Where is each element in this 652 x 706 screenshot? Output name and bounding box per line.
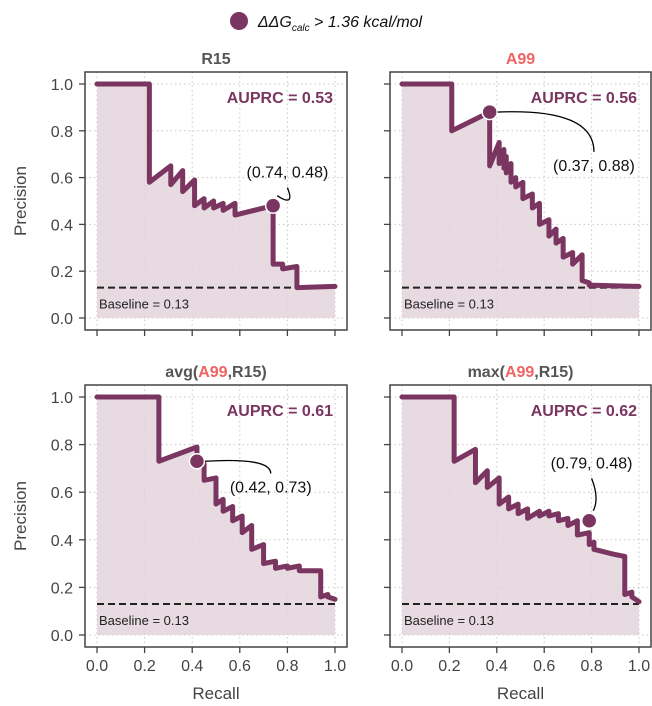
panel-title: A99 <box>506 51 535 68</box>
panel-title-part: A99 <box>506 51 535 68</box>
panel-3: Baseline = 0.13 (0.42, 0.73) AUPRC = 0.61 0… <box>11 364 348 703</box>
annotation-arrow <box>497 111 595 152</box>
pr-area <box>97 397 335 635</box>
panel-2: Baseline = 0.13 (0.37, 0.88) AUPRC = 0.56 A… <box>384 51 652 336</box>
x-tick-label: 0.0 <box>86 658 108 675</box>
baseline-label: Baseline = 0.13 <box>404 297 494 312</box>
y-tick-label: 1.0 <box>51 77 73 94</box>
threshold-point <box>188 453 206 470</box>
panel-4: Baseline = 0.13 (0.79, 0.48) AUPRC = 0.62 0… <box>384 364 652 703</box>
baseline-label: Baseline = 0.13 <box>99 613 189 628</box>
auprc-label: AUPRC = 0.56 <box>531 90 637 107</box>
panel-title-part: R15 <box>201 51 230 68</box>
legend-label-suffix: > 1.36 kcal/mol <box>309 14 423 31</box>
pr-curve <box>399 81 642 289</box>
y-tick-label: 0.8 <box>51 438 73 455</box>
x-axis-label: Recall <box>497 684 544 703</box>
x-tick-label: 1.0 <box>324 658 346 675</box>
annotation-label: (0.79, 0.48) <box>551 455 633 472</box>
axes-frame <box>389 384 652 648</box>
y-axis-label: Precision <box>11 166 30 236</box>
annotation-label: (0.74, 0.48) <box>246 165 328 182</box>
annotation-arrow <box>204 459 272 474</box>
auprc-label: AUPRC = 0.62 <box>531 403 637 420</box>
legend-label-subscript: calc <box>291 23 310 34</box>
panel-title: avg(A99,R15) <box>165 364 266 381</box>
x-tick-label: 0.8 <box>276 658 298 675</box>
legend-marker <box>229 12 248 30</box>
auprc-label: AUPRC = 0.61 <box>227 403 333 420</box>
pr-area <box>402 84 639 318</box>
annotation-label: (0.37, 0.88) <box>553 158 635 175</box>
y-tick-label: 0.8 <box>51 124 73 141</box>
pr-area <box>402 397 639 635</box>
legend-label-prefix: ΔΔG <box>257 14 292 31</box>
legend: ΔΔGcalc > 1.36 kcal/mol <box>0 12 652 34</box>
threshold-point <box>481 103 498 121</box>
pr-curve <box>399 394 642 605</box>
pr-area <box>97 84 335 318</box>
x-tick-label: 0.8 <box>580 658 602 675</box>
y-tick-label: 1.0 <box>51 390 73 407</box>
panel-title-part: avg( <box>165 364 199 381</box>
y-tick-label: 0.0 <box>51 628 73 645</box>
x-tick-label: 1.0 <box>628 658 650 675</box>
x-tick-label: 0.2 <box>438 658 460 675</box>
legend-label: ΔΔGcalc > 1.36 kcal/mol <box>257 14 423 34</box>
x-tick-label: 0.4 <box>486 658 508 675</box>
x-tick-label: 0.0 <box>391 658 413 675</box>
baseline-label: Baseline = 0.13 <box>99 297 189 312</box>
y-tick-label: 0.2 <box>51 264 73 281</box>
y-tick-label: 0.2 <box>51 580 73 597</box>
panel-title-part: ,R15) <box>228 364 267 381</box>
panel-1: Baseline = 0.13 (0.74, 0.48) AUPRC = 0.53 0… <box>11 51 348 336</box>
panel-title: R15 <box>201 51 230 68</box>
auprc-label: AUPRC = 0.53 <box>227 90 333 107</box>
annotation-arrow <box>276 187 291 201</box>
y-tick-label: 0.4 <box>51 533 73 550</box>
y-tick-label: 0.0 <box>51 311 73 328</box>
y-tick-label: 0.6 <box>51 171 73 188</box>
panel-title-part: max( <box>468 364 506 381</box>
y-tick-label: 0.4 <box>51 217 73 234</box>
panel-title-part: A99 <box>505 364 534 381</box>
x-axis-label: Recall <box>192 684 239 703</box>
x-tick-label: 0.6 <box>533 658 555 675</box>
annotation-arrow <box>590 478 597 512</box>
y-axis-label: Precision <box>11 481 30 551</box>
axes-frame <box>84 384 348 648</box>
panel-title-part: A99 <box>198 364 227 381</box>
x-tick-label: 0.2 <box>133 658 155 675</box>
annotation-label: (0.42, 0.73) <box>230 479 312 496</box>
x-tick-label: 0.6 <box>229 658 251 675</box>
threshold-point <box>264 197 282 214</box>
threshold-point <box>580 512 598 530</box>
y-tick-label: 0.6 <box>51 485 73 502</box>
axes-frame <box>389 71 652 331</box>
panel-title-part: ,R15) <box>534 364 573 381</box>
baseline-label: Baseline = 0.13 <box>404 613 494 628</box>
pr-curve <box>94 81 338 291</box>
axes-frame <box>84 71 348 331</box>
panel-title: max(A99,R15) <box>468 364 574 381</box>
x-tick-label: 0.4 <box>181 658 203 675</box>
